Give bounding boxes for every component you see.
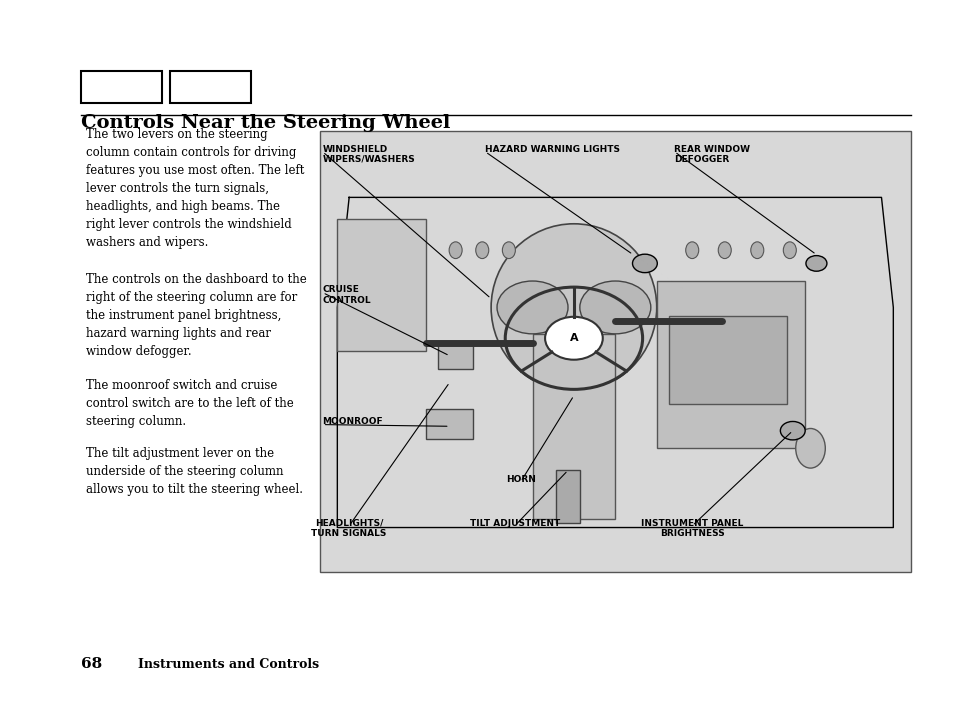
Bar	[319, 131, 910, 572]
Text: Controls Near the Steering Wheel: Controls Near the Steering Wheel	[81, 114, 450, 131]
Text: The two levers on the steering
column contain controls for driving
features you : The two levers on the steering column co…	[86, 128, 304, 248]
Circle shape	[579, 281, 650, 334]
Text: CRUISE
CONTROL: CRUISE CONTROL	[322, 285, 371, 305]
Bar	[170, 71, 251, 103]
Ellipse shape	[718, 242, 731, 258]
Bar	[668, 316, 786, 404]
Circle shape	[632, 254, 657, 273]
Text: 68: 68	[81, 657, 102, 671]
Ellipse shape	[750, 242, 763, 258]
Text: The controls on the dashboard to the
right of the steering column are for
the in: The controls on the dashboard to the rig…	[86, 273, 306, 358]
Text: The tilt adjustment lever on the
underside of the steering column
allows you to : The tilt adjustment lever on the undersi…	[86, 447, 302, 496]
Bar	[337, 219, 426, 351]
Ellipse shape	[476, 242, 488, 258]
Text: REAR WINDOW
DEFOGGER: REAR WINDOW DEFOGGER	[674, 145, 750, 164]
Text: Instruments and Controls: Instruments and Controls	[138, 658, 319, 671]
Circle shape	[805, 256, 826, 271]
Bar	[437, 343, 473, 369]
Ellipse shape	[795, 428, 824, 468]
Circle shape	[497, 281, 567, 334]
Text: HEADLIGHTS/
TURN SIGNALS: HEADLIGHTS/ TURN SIGNALS	[311, 519, 387, 538]
Text: The moonroof switch and cruise
control switch are to the left of the
steering co: The moonroof switch and cruise control s…	[86, 379, 294, 428]
Text: TILT ADJUSTMENT: TILT ADJUSTMENT	[469, 519, 559, 528]
Bar	[81, 71, 162, 103]
Text: HAZARD WARNING LIGHTS: HAZARD WARNING LIGHTS	[485, 145, 619, 153]
Ellipse shape	[782, 242, 796, 258]
Text: MOONROOF: MOONROOF	[322, 417, 383, 427]
Bar	[532, 334, 615, 519]
Ellipse shape	[491, 224, 656, 391]
Ellipse shape	[449, 242, 461, 258]
Bar	[656, 281, 803, 448]
Ellipse shape	[502, 242, 515, 258]
Text: A: A	[569, 333, 578, 343]
Text: WINDSHIELD
WIPERS/WASHERS: WINDSHIELD WIPERS/WASHERS	[322, 145, 415, 164]
Circle shape	[544, 317, 602, 360]
Bar	[556, 470, 579, 523]
Text: HORN: HORN	[505, 475, 535, 484]
Circle shape	[780, 422, 804, 440]
Text: INSTRUMENT PANEL
BRIGHTNESS: INSTRUMENT PANEL BRIGHTNESS	[640, 519, 742, 538]
Bar	[426, 409, 473, 439]
Ellipse shape	[685, 242, 698, 258]
